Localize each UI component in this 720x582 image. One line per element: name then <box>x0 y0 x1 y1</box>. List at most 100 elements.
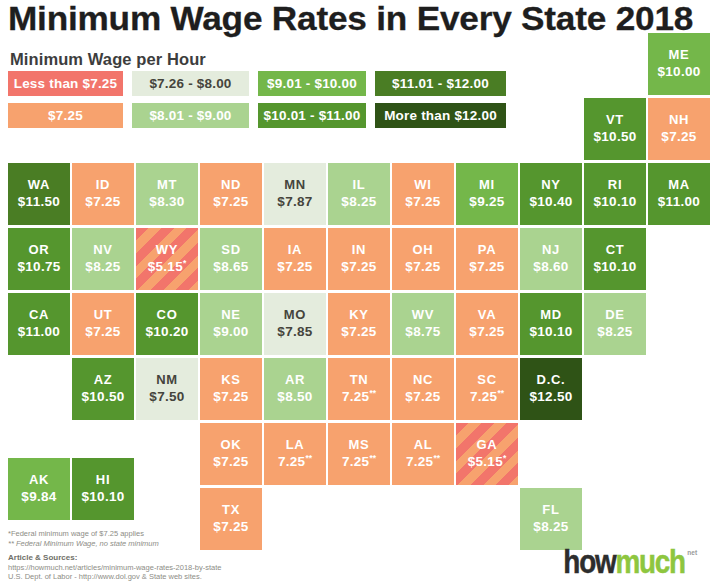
state-abbr: NM <box>156 373 178 388</box>
state-wage-value: $7.25 <box>661 129 696 145</box>
state-wage-value: $7.25 <box>405 389 440 405</box>
state-tile-al: AL7.25** <box>392 423 454 485</box>
state-tile-wi: WI$7.25 <box>392 163 454 225</box>
state-tile-nc: NC$7.25 <box>392 358 454 420</box>
state-abbr: AK <box>29 473 49 488</box>
state-wage-value: $11.00 <box>18 324 60 340</box>
state-abbr: NY <box>541 178 560 193</box>
state-abbr: SC <box>477 373 496 388</box>
state-wage-value: $8.30 <box>149 194 184 210</box>
state-tile-az: AZ$10.50 <box>72 358 134 420</box>
state-wage-value: $7.25 <box>405 194 440 210</box>
state-abbr: HI <box>96 473 110 488</box>
footnote-federal-wage: *Federal minimum wage of $7.25 applies <box>8 529 144 538</box>
state-abbr: WI <box>414 178 431 193</box>
state-tile-mt: MT$8.30 <box>136 163 198 225</box>
state-wage-value: $10.10 <box>593 194 636 210</box>
legend-swatch-r901_1000: $9.01 - $10.00 <box>258 71 366 96</box>
state-wage-value: $7.50 <box>149 389 184 405</box>
state-wage-value: $10.75 <box>17 259 60 275</box>
state-abbr: TX <box>222 503 240 518</box>
state-tile-mn: MN$7.87 <box>264 163 326 225</box>
state-abbr: SD <box>221 243 240 258</box>
state-tile-hi: HI$10.10 <box>72 458 134 520</box>
state-tile-ok: OK$7.25 <box>200 423 262 485</box>
logo-how: how <box>563 542 615 580</box>
state-wage-value: $7.25 <box>469 259 504 275</box>
state-tile-tx: TX$7.25 <box>200 488 262 550</box>
state-wage-value: 7.25** <box>342 454 376 470</box>
state-tile-va: VA$7.25 <box>456 293 518 355</box>
state-wage-value: $7.25 <box>85 324 120 340</box>
state-abbr: MA <box>668 178 690 193</box>
state-abbr: MN <box>284 178 306 193</box>
state-abbr: VA <box>478 308 497 323</box>
howmuch-logo: howmuchnet <box>563 542 697 581</box>
state-abbr: TN <box>350 373 369 388</box>
state-wage-value: $7.25 <box>213 454 248 470</box>
state-wage-value: $10.40 <box>529 194 572 210</box>
state-abbr: AZ <box>94 373 113 388</box>
source-dol: U.S. Dept. of Labor - http://www.dol.gov… <box>8 572 202 581</box>
state-wage-value: 7.25** <box>406 454 440 470</box>
state-wage-value: $7.85 <box>277 324 312 340</box>
state-abbr: WY <box>156 243 178 258</box>
state-tile-ga: GA$5.15* <box>456 423 518 485</box>
source-article-url: https://howmuch.net/articles/minimum-wag… <box>8 563 221 572</box>
state-tile-wv: WV$8.75 <box>392 293 454 355</box>
state-wage-value: $7.25 <box>341 259 376 275</box>
state-wage-value: $12.50 <box>529 389 572 405</box>
state-tile-nj: NJ$8.60 <box>520 228 582 290</box>
legend-title: Minimum Wage per Hour <box>10 50 206 69</box>
state-abbr: FL <box>542 503 559 518</box>
state-abbr: OH <box>413 243 434 258</box>
state-wage-value: $5.15* <box>148 259 187 275</box>
page-title: Minimum Wage Rates in Every State 2018 <box>8 0 693 38</box>
state-wage-value: 7.25** <box>342 389 376 405</box>
sources-label: Article & Sources: <box>8 553 77 562</box>
legend-swatch-eq725: $7.25 <box>8 103 123 128</box>
state-tile-wa: WA$11.50 <box>8 163 70 225</box>
logo-net-suffix: net <box>687 548 697 557</box>
footnote-no-state-minimum: ** Federal Minimum Wage, no state minimu… <box>8 539 159 548</box>
state-tile-ia: IA$7.25 <box>264 228 326 290</box>
state-wage-value: $8.75 <box>405 324 440 340</box>
state-abbr: LA <box>286 438 305 453</box>
state-abbr: D.C. <box>537 373 566 388</box>
state-wage-value: $9.25 <box>469 194 504 210</box>
state-tile-sc: SC7.25** <box>456 358 518 420</box>
legend-row-2: $7.25$8.01 - $9.00$10.01 - $11.00More th… <box>8 103 515 128</box>
infographic: Minimum Wage Rates in Every State 2018 M… <box>0 0 720 582</box>
state-tile-ne: NE$9.00 <box>200 293 262 355</box>
state-wage-value: $11.00 <box>658 194 700 210</box>
state-wage-value: $9.00 <box>213 324 248 340</box>
state-abbr: WA <box>28 178 50 193</box>
state-abbr: IA <box>288 243 302 258</box>
state-wage-value: $7.25 <box>469 324 504 340</box>
state-wage-value: $9.84 <box>21 489 56 505</box>
state-wage-value: 7.25** <box>470 389 504 405</box>
state-abbr: VT <box>606 113 624 128</box>
legend-swatch-r1001_1100: $10.01 - $11.00 <box>258 103 366 128</box>
state-wage-value: $7.25 <box>405 259 440 275</box>
state-wage-value: $11.50 <box>18 194 60 210</box>
state-tile-dc: D.C.$12.50 <box>520 358 582 420</box>
state-tile-vt: VT$10.50 <box>584 98 646 160</box>
state-wage-value: $7.25 <box>213 389 248 405</box>
state-abbr: AR <box>285 373 305 388</box>
state-tile-nv: NV$8.25 <box>72 228 134 290</box>
legend-swatch-r726_800: $7.26 - $8.00 <box>132 71 249 96</box>
state-abbr: NC <box>413 373 433 388</box>
state-abbr: UT <box>94 308 113 323</box>
state-abbr: RI <box>608 178 622 193</box>
state-abbr: MD <box>540 308 562 323</box>
legend-swatch-r801_900: $8.01 - $9.00 <box>132 103 249 128</box>
state-tile-pa: PA$7.25 <box>456 228 518 290</box>
state-abbr: DE <box>605 308 624 323</box>
state-tile-ms: MS7.25** <box>328 423 390 485</box>
state-tile-mi: MI$9.25 <box>456 163 518 225</box>
state-tile-ri: RI$10.10 <box>584 163 646 225</box>
state-wage-value: $8.25 <box>341 194 376 210</box>
state-wage-value: $5.15* <box>468 454 507 470</box>
state-abbr: NH <box>669 113 689 128</box>
